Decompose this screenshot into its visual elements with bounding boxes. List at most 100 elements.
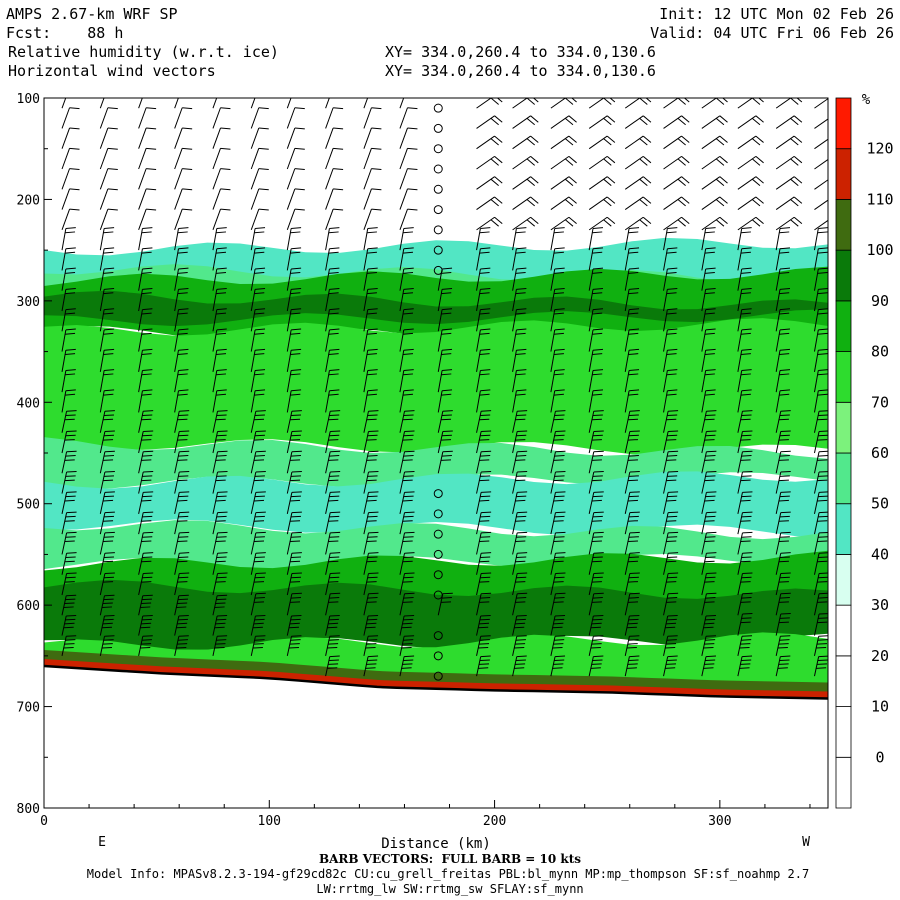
wind-barb [512, 431, 518, 454]
wind-barb [174, 451, 180, 474]
wind-barb [624, 656, 630, 677]
wind-barb-flag [481, 410, 492, 412]
wind-barb-flag [779, 556, 790, 558]
wind-barb-flag [517, 450, 528, 453]
wind-barb-flag [442, 287, 453, 290]
wind-barb-flag [328, 418, 339, 421]
wind-barb [775, 176, 795, 190]
wind-barb-flag [258, 107, 269, 110]
wind-barb-flag [819, 592, 828, 595]
wind-barb-flag [333, 168, 344, 170]
wind-barb-flag [515, 231, 526, 234]
wind-barb-flag [64, 499, 75, 502]
wind-barb [363, 615, 369, 636]
wind-barb-flag [593, 430, 604, 432]
wind-barb [737, 196, 757, 210]
wind-barb-flag [778, 520, 789, 522]
wind-barb [737, 155, 757, 170]
wind-barb-flag [291, 552, 302, 554]
wind-barb-flag [104, 511, 115, 514]
wind-barb-flag [258, 168, 269, 170]
wind-barb-flag [330, 592, 341, 595]
wind-barb-flag [215, 459, 226, 461]
wind-barb-flag [291, 471, 302, 473]
wind-barb-flag [404, 552, 415, 554]
wind-barb [701, 656, 707, 677]
wind-barb-flag [64, 560, 75, 563]
wind-barb [99, 127, 109, 149]
wind-barb-flag [778, 459, 789, 461]
wind-barb [399, 636, 405, 656]
wind-barb-flag [143, 471, 154, 473]
wind-barb-flag [666, 251, 677, 254]
wind-barb-flag [555, 635, 566, 637]
wind-barb [550, 512, 556, 535]
wind-barb-flag [103, 312, 114, 315]
wind-barb-flag [668, 511, 679, 514]
wind-barb-flag [141, 540, 152, 543]
wind-barb-flag [681, 216, 690, 225]
wind-barb-flag [480, 455, 491, 457]
wind-barb-flag [779, 292, 790, 295]
wind-barb-flag [740, 332, 751, 335]
wind-barb [138, 107, 147, 129]
wind-barb [813, 228, 819, 251]
wind-barb-flag [629, 635, 640, 637]
wind-barb [550, 471, 556, 494]
colorbar-swatch [835, 351, 852, 403]
wind-barb [775, 98, 792, 109]
wind-barb-flag [779, 617, 790, 619]
wind-barb-flag [479, 251, 490, 254]
wind-barb-flag [66, 471, 77, 473]
wind-barb-flag [516, 515, 527, 518]
wind-barb-flag [290, 475, 301, 477]
wind-barb-flag [704, 581, 715, 583]
wind-barb-flag [526, 219, 535, 227]
wind-barb [663, 431, 669, 454]
wind-barb [61, 615, 67, 636]
wind-barb-flag [478, 667, 489, 669]
wind-barb-flag [179, 450, 190, 453]
wind-barb [588, 593, 595, 616]
wind-barb-flag [568, 155, 577, 164]
wind-barb [250, 370, 256, 393]
wind-barb-flag [176, 647, 187, 649]
wind-barb-flag [371, 87, 381, 88]
wind-barb [250, 148, 260, 170]
wind-barb-flag [517, 572, 528, 574]
wind-barb-flag [793, 196, 803, 204]
wind-barb-flag [627, 439, 638, 441]
wind-barb-flag [368, 592, 379, 595]
wind-barb [212, 431, 219, 454]
wind-barb-flag [626, 647, 637, 649]
wind-barb [588, 512, 595, 535]
wind-barb-flag [818, 495, 828, 498]
wind-barb-flag [403, 369, 414, 371]
wind-barb [476, 216, 495, 231]
wind-barb [250, 471, 257, 494]
wind-barb-flag [740, 312, 751, 315]
wind-barb-flag [402, 439, 413, 441]
wind-barb-flag [629, 410, 640, 412]
wind-barb-flag [254, 353, 265, 356]
wind-barb-flag [403, 475, 414, 477]
wind-barb-flag [683, 98, 690, 103]
wind-barb-flag [553, 459, 564, 461]
wind-barb [588, 492, 595, 514]
wind-barb [286, 309, 292, 332]
wind-barb-flag [705, 308, 716, 311]
wind-barb [550, 411, 556, 433]
wind-barb-flag [530, 176, 539, 184]
wind-barb-flag [289, 622, 300, 625]
wind-barb-flag [790, 117, 799, 126]
wind-barb-flag [780, 430, 791, 432]
wind-barb-flag [553, 393, 564, 396]
wind-barb-flag [216, 267, 227, 270]
wind-barb-flag [704, 560, 715, 563]
wind-barb-flag [146, 107, 157, 110]
wind-barb-flag [366, 373, 377, 376]
wind-barb [550, 329, 556, 352]
wind-barb-flag [592, 393, 603, 396]
wind-barb [399, 350, 405, 372]
colorbar-unit: % [862, 92, 871, 108]
